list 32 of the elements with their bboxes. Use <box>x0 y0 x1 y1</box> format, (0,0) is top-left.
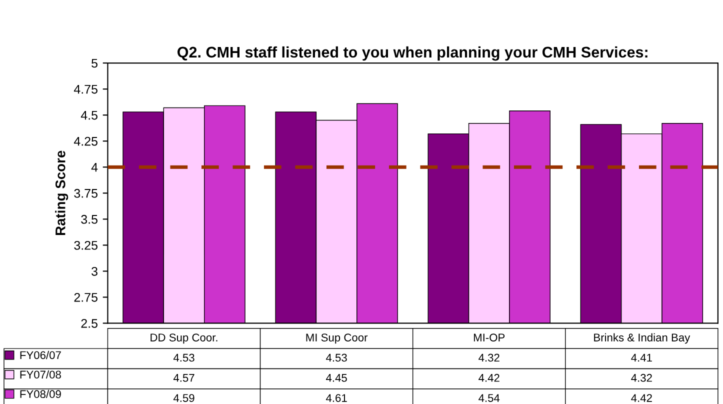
y-tick-label: 4.5 <box>80 110 98 120</box>
data-label: 4.53 <box>326 354 347 362</box>
y-tick-label: 3.5 <box>81 214 98 224</box>
data-label: 4.42 <box>631 394 652 402</box>
x-tick-label: MI Sup Coor <box>306 334 368 344</box>
y-tick-label: 3.25 <box>74 240 98 250</box>
y-tick-label: 4.25 <box>74 136 98 146</box>
y-tick-label: 2.5 <box>81 319 98 328</box>
data-label: 4.41 <box>631 354 652 362</box>
data-label: 4.45 <box>326 374 347 382</box>
y-tick-label: 3 <box>92 266 98 276</box>
y-tick-label: 3.75 <box>74 188 98 198</box>
legend-label: FY07/08 <box>20 370 61 379</box>
x-tick-label: Brinks & Indian Bay <box>594 333 690 344</box>
legend-label: FY06/07 <box>20 350 61 360</box>
x-tick-label: MI-OP <box>474 334 505 342</box>
y-tick-label: 2.75 <box>74 292 98 302</box>
data-label: 4.32 <box>631 374 652 382</box>
data-label: 4.57 <box>173 374 194 382</box>
y-axis-title: Rating Score <box>55 150 68 236</box>
chart-title: Q2. CMH staff listened to you when planning your CMH Services: <box>177 46 648 61</box>
x-tick-label: DD Sup Coor. <box>150 334 218 344</box>
legend-label: FY08/09 <box>20 390 61 398</box>
data-label: 4.59 <box>173 394 194 402</box>
y-tick-label: 4 <box>91 163 98 172</box>
data-label: 4.32 <box>478 354 500 362</box>
y-tick-label: 4.75 <box>74 84 98 94</box>
data-label: 4.53 <box>173 354 194 362</box>
data-label: 4.61 <box>326 394 347 402</box>
y-tick-label: 5 <box>92 58 98 68</box>
data-label: 4.42 <box>478 374 500 382</box>
data-label: 4.54 <box>478 394 500 402</box>
